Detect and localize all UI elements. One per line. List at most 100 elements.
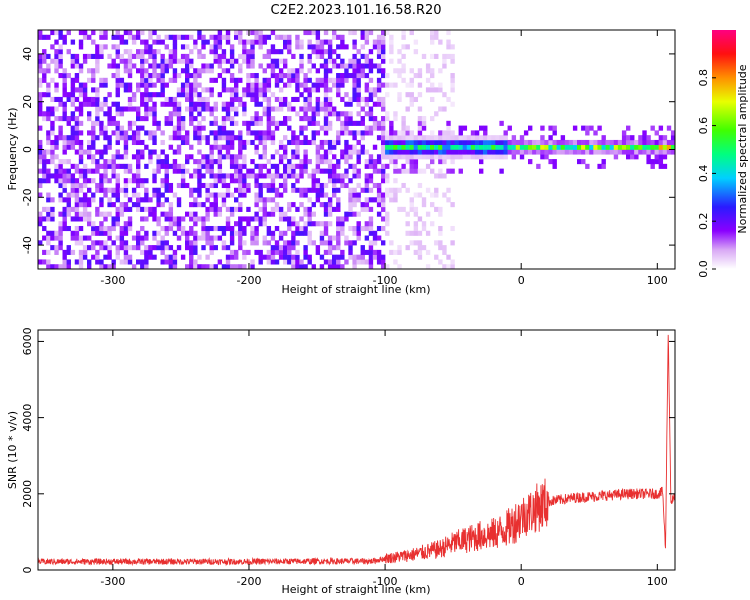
heatmap-cell bbox=[250, 63, 255, 69]
heatmap-cell bbox=[634, 139, 639, 146]
heatmap-cell bbox=[185, 264, 190, 270]
heatmap-cell bbox=[291, 149, 296, 155]
heatmap-cell bbox=[323, 77, 329, 83]
heatmap-cell bbox=[348, 178, 353, 184]
heatmap-cell bbox=[156, 63, 161, 69]
heatmap-cell bbox=[152, 39, 157, 45]
heatmap-cell bbox=[425, 230, 431, 236]
heatmap-cell bbox=[254, 73, 259, 79]
heatmap-cell bbox=[164, 82, 169, 88]
heatmap-cell bbox=[491, 135, 496, 141]
heatmap-cell bbox=[340, 120, 345, 126]
heatmap-cell bbox=[430, 135, 435, 141]
heatmap-cell bbox=[311, 30, 316, 36]
heatmap-cell bbox=[340, 178, 345, 184]
heatmap-cell bbox=[311, 211, 316, 217]
heatmap-cell bbox=[360, 259, 365, 265]
heatmap-cell bbox=[103, 187, 108, 193]
heatmap-cell bbox=[229, 173, 235, 179]
heatmap-cell bbox=[299, 106, 304, 112]
heatmap-cell bbox=[323, 206, 329, 212]
heatmap-cell bbox=[50, 264, 55, 270]
heatmap-cell bbox=[46, 149, 51, 155]
heatmap-cell bbox=[54, 154, 59, 160]
heatmap-cell bbox=[168, 111, 174, 117]
heatmap-cell bbox=[221, 192, 227, 198]
heatmap-cell bbox=[50, 58, 55, 64]
heatmap-cell bbox=[658, 159, 664, 165]
heatmap-cell bbox=[213, 130, 218, 136]
heatmap-cell bbox=[107, 106, 112, 112]
heatmap-cell bbox=[107, 144, 112, 150]
heatmap-cell bbox=[107, 245, 112, 251]
heatmap-cell bbox=[434, 111, 439, 117]
heatmap-cell bbox=[307, 101, 312, 107]
heatmap-cell bbox=[103, 211, 108, 217]
heatmap-cell bbox=[413, 192, 419, 198]
heatmap-cell bbox=[38, 192, 43, 198]
heatmap-cell bbox=[430, 144, 435, 150]
heatmap-cell bbox=[258, 39, 263, 45]
heatmap-cell bbox=[136, 197, 141, 203]
heatmap-cell bbox=[50, 154, 55, 160]
heatmap-cell bbox=[193, 202, 198, 208]
heatmap-cell bbox=[307, 87, 312, 93]
heatmap-cell bbox=[274, 245, 280, 251]
heatmap-cell bbox=[201, 163, 206, 169]
heatmap-cell bbox=[601, 135, 606, 141]
heatmap-cell bbox=[54, 245, 59, 251]
heatmap-cell bbox=[295, 73, 300, 79]
heatmap-cell bbox=[287, 82, 292, 88]
heatmap-cell bbox=[229, 49, 235, 55]
heatmap-cell bbox=[393, 149, 398, 155]
heatmap-cell bbox=[552, 144, 557, 150]
heatmap-cell bbox=[115, 192, 120, 198]
heatmap-cell bbox=[356, 111, 361, 117]
heatmap-cell bbox=[270, 187, 276, 193]
heatmap-cell bbox=[295, 149, 300, 155]
heatmap-cell bbox=[393, 168, 398, 174]
heatmap-cell bbox=[250, 30, 255, 36]
heatmap-cell bbox=[511, 135, 517, 141]
heatmap-cell bbox=[466, 135, 472, 141]
heatmap-cell bbox=[323, 130, 329, 136]
heatmap-cell bbox=[221, 230, 227, 236]
heatmap-cell bbox=[327, 44, 333, 50]
heatmap-cell bbox=[103, 240, 108, 246]
heatmap-cell bbox=[127, 82, 133, 88]
heatmap-cell bbox=[217, 206, 223, 212]
heatmap-cell bbox=[189, 82, 194, 88]
heatmap-cell bbox=[376, 182, 382, 189]
heatmap-cell bbox=[646, 139, 651, 146]
heatmap-cell bbox=[136, 68, 141, 74]
heatmap-cell bbox=[630, 139, 635, 146]
heatmap-cell bbox=[283, 254, 288, 260]
heatmap-cell bbox=[646, 159, 651, 165]
heatmap-cell bbox=[311, 106, 316, 112]
heatmap-cell bbox=[401, 139, 406, 146]
heatmap-cell bbox=[425, 154, 431, 160]
heatmap-cell bbox=[340, 149, 345, 155]
heatmap-cell bbox=[319, 240, 325, 246]
heatmap-cell bbox=[295, 230, 300, 236]
heatmap-cell bbox=[413, 154, 419, 160]
heatmap-cell bbox=[70, 58, 76, 64]
heatmap-cell bbox=[185, 68, 190, 74]
heatmap-cell bbox=[115, 211, 120, 217]
heatmap-cell bbox=[58, 159, 63, 165]
heatmap-cell bbox=[303, 87, 308, 93]
heatmap-cell bbox=[229, 44, 235, 50]
heatmap-cell bbox=[344, 111, 349, 117]
heatmap-cell bbox=[107, 116, 112, 122]
heatmap-cell bbox=[274, 168, 280, 174]
heatmap-cell bbox=[58, 192, 63, 198]
heatmap-cell bbox=[258, 173, 263, 179]
heatmap-cell bbox=[270, 92, 276, 98]
heatmap-cell bbox=[172, 96, 178, 102]
heatmap-cell bbox=[585, 130, 590, 136]
heatmap-cell bbox=[254, 39, 259, 45]
heatmap-cell bbox=[360, 245, 365, 251]
heatmap-cell bbox=[356, 63, 361, 69]
heatmap-cell bbox=[381, 120, 386, 126]
heatmap-cell bbox=[172, 249, 178, 255]
